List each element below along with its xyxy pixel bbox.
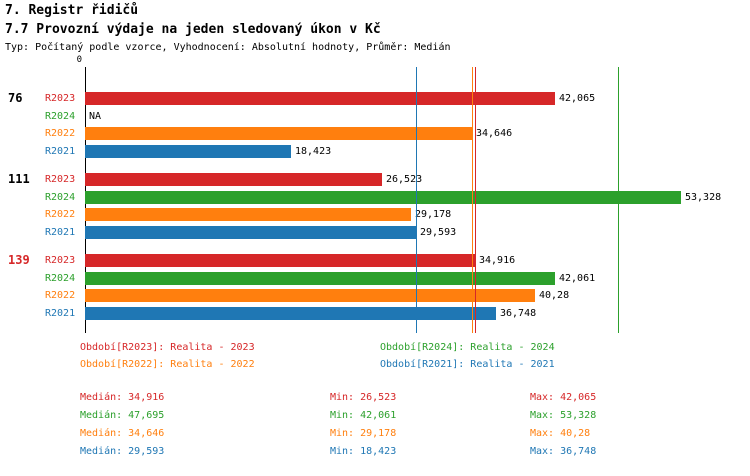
bar-row: R2022 40,28 xyxy=(0,287,750,305)
bar xyxy=(85,254,475,268)
chart-meta-line: Typ: Počítaný podle vzorce, Vyhodnocení:… xyxy=(5,42,451,53)
bar-row: R2022 29,178 xyxy=(0,206,750,224)
bar-row: R2023 42,065 xyxy=(0,90,750,108)
axis-zero-label: 0 xyxy=(76,55,82,65)
bar xyxy=(85,289,535,303)
series-label: R2023 xyxy=(45,255,76,267)
bar xyxy=(85,190,681,204)
legend-item: Období[R2024]: Realita - 2024 xyxy=(380,342,555,353)
median-line xyxy=(416,67,417,333)
median-line xyxy=(475,67,476,333)
bar-row: R2024 42,061 xyxy=(0,270,750,288)
bar-value-label: 18,423 xyxy=(295,145,332,157)
series-label: R2024 xyxy=(45,272,76,284)
bar xyxy=(85,92,555,106)
stats-row: Medián: 29,593 Min: 18,423 Max: 36,748 xyxy=(0,446,750,464)
bar xyxy=(85,271,555,285)
stats-row: Medián: 34,646 Min: 29,178 Max: 40,28 xyxy=(0,428,750,446)
chart-group: 76 R2023 42,065 R2024 NA R2022 34,646 R2021 18,4… xyxy=(0,90,750,160)
bar-chart: 0 76 R2023 42,065 R2024 NA R2022 34,646 R2021 18… xyxy=(0,55,750,340)
bar xyxy=(85,225,416,239)
stats-row: Medián: 34,916 Min: 26,523 Max: 42,065 xyxy=(0,392,750,410)
series-label: R2023 xyxy=(45,174,76,186)
bar-row: R2023 34,916 xyxy=(0,252,750,270)
series-label: R2021 xyxy=(45,145,76,157)
bar-value-label: 29,593 xyxy=(420,226,457,238)
bar-value-label: 29,178 xyxy=(415,209,452,221)
legend-item: Období[R2021]: Realita - 2021 xyxy=(380,359,555,370)
group-label: 76 xyxy=(8,91,23,105)
bar-value-label: 36,748 xyxy=(500,307,537,319)
series-label: R2021 xyxy=(45,226,76,238)
series-label: R2021 xyxy=(45,307,76,319)
median-line xyxy=(472,67,473,333)
bar xyxy=(85,173,382,187)
series-label: R2024 xyxy=(45,110,76,122)
bar xyxy=(85,306,496,320)
stat-min: Min: 42,061 xyxy=(330,410,397,421)
stat-median: Medián: 34,646 xyxy=(80,428,165,439)
series-label: R2024 xyxy=(45,191,76,203)
bar-row: R2022 34,646 xyxy=(0,125,750,143)
bar-value-label: 40,28 xyxy=(539,290,570,302)
stat-min: Min: 26,523 xyxy=(330,392,397,403)
series-label: R2022 xyxy=(45,128,76,140)
series-label: R2023 xyxy=(45,93,76,105)
stat-max: Max: 40,28 xyxy=(530,428,591,439)
series-label: R2022 xyxy=(45,290,76,302)
bar-row: R2021 36,748 xyxy=(0,305,750,323)
bar-row: R2024 NA xyxy=(0,108,750,126)
legend: Období[R2023]: Realita - 2023 Období[R202… xyxy=(0,342,750,378)
stat-median: Medián: 47,695 xyxy=(80,410,165,421)
bar-value-label: 42,061 xyxy=(559,272,596,284)
stat-max: Max: 42,065 xyxy=(530,392,597,403)
stat-max: Max: 53,328 xyxy=(530,410,597,421)
page-title: 7. Registr řidičů xyxy=(5,3,139,18)
series-label: R2022 xyxy=(45,209,76,221)
legend-item: Období[R2022]: Realita - 2022 xyxy=(80,359,255,370)
page-subtitle: 7.7 Provozní výdaje na jeden sledovaný ú… xyxy=(5,22,381,37)
stat-median: Medián: 34,916 xyxy=(80,392,165,403)
median-line xyxy=(618,67,619,333)
chart-groups: 76 R2023 42,065 R2024 NA R2022 34,646 R2021 18,4… xyxy=(0,90,750,333)
legend-item: Období[R2023]: Realita - 2023 xyxy=(80,342,255,353)
bar xyxy=(85,127,472,141)
bar-value-label: NA xyxy=(89,110,102,122)
stat-max: Max: 36,748 xyxy=(530,446,597,457)
stats: Medián: 34,916 Min: 26,523 Max: 42,065 Medi… xyxy=(0,392,750,472)
bar-row: R2024 53,328 xyxy=(0,189,750,207)
stats-row: Medián: 47,695 Min: 42,061 Max: 53,328 xyxy=(0,410,750,428)
bar-row: R2021 29,593 xyxy=(0,224,750,242)
chart-group: 139 R2023 34,916 R2024 42,061 R2022 40,28 R2021… xyxy=(0,252,750,322)
bar-value-label: 34,916 xyxy=(479,255,516,267)
stat-min: Min: 29,178 xyxy=(330,428,397,439)
group-label: 139 xyxy=(8,253,30,267)
group-label: 111 xyxy=(8,172,30,186)
bar-row: R2021 18,423 xyxy=(0,143,750,161)
bar-value-label: 34,646 xyxy=(476,128,513,140)
chart-group: 111 R2023 26,523 R2024 53,328 R2022 29,178 R202… xyxy=(0,171,750,241)
bar xyxy=(85,208,411,222)
bar-value-label: 26,523 xyxy=(386,174,423,186)
bar-row: R2023 26,523 xyxy=(0,171,750,189)
stat-min: Min: 18,423 xyxy=(330,446,397,457)
stat-median: Medián: 29,593 xyxy=(80,446,165,457)
bar-value-label: 42,065 xyxy=(559,93,596,105)
bar-value-label: 53,328 xyxy=(685,191,722,203)
bar xyxy=(85,144,291,158)
